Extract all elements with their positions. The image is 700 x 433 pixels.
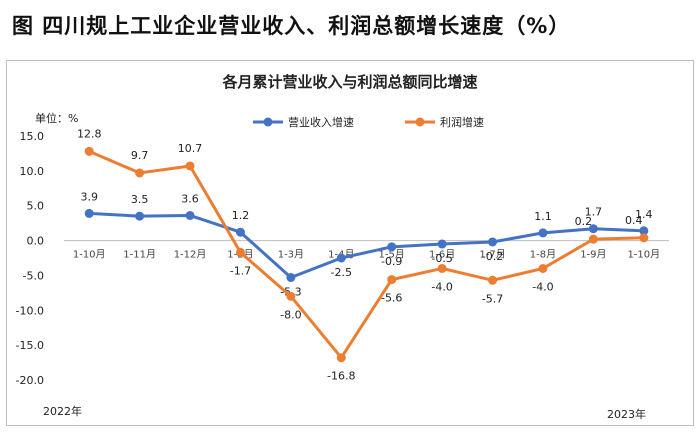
data-label: -5.7: [482, 292, 503, 305]
series-1-point: [286, 273, 296, 283]
y-tick-label: 15.0: [20, 130, 45, 143]
chart-title: 各月累计营业收入与利润总额同比增速: [221, 73, 477, 91]
series-2-point: [437, 263, 447, 273]
x-tick-label: 1-11月: [123, 249, 156, 261]
series-2-point: [639, 233, 649, 243]
data-label: -5.6: [381, 292, 402, 305]
series-2-point: [84, 146, 94, 156]
x-tick-label: 1-10月: [73, 249, 106, 261]
series-1-point: [538, 228, 548, 238]
data-label: -8.0: [280, 308, 301, 321]
legend: 营业收入增速 利润增速: [253, 115, 484, 129]
data-label: -0.9: [381, 255, 402, 268]
series-layer: 3.93.53.61.2-5.3-2.5-0.9-0.5-0.21.11.71.…: [77, 127, 653, 382]
series-2-point: [336, 353, 346, 363]
data-label: -0.5: [431, 252, 452, 265]
series-2-point: [488, 275, 498, 285]
year-label-end: 2023年: [607, 407, 646, 421]
data-label: -4.0: [431, 280, 452, 293]
legend-label-1: 营业收入增速: [288, 115, 354, 129]
chart-frame: 各月累计营业收入与利润总额同比增速 单位：% 营业收入增速 利润增速 15.0 10…: [6, 60, 694, 426]
legend-label-2: 利润增速: [440, 115, 484, 129]
series-1-point: [235, 227, 245, 237]
x-tick-label: 1-10月: [627, 249, 660, 261]
y-tick-label: -20.0: [16, 374, 44, 387]
data-label: 1.2: [232, 209, 250, 222]
data-label: 0.4: [625, 214, 643, 227]
data-label: -16.8: [327, 370, 355, 383]
data-label: -0.2: [482, 250, 503, 263]
x-tick-label: 1-7月: [479, 249, 505, 261]
unit-label: 单位：%: [35, 111, 78, 125]
x-tick-label: 1-12月: [174, 249, 207, 261]
series-1-point: [588, 224, 598, 234]
legend-marker-1: [263, 117, 273, 127]
line-chart: 各月累计营业收入与利润总额同比增速 单位：% 营业收入增速 利润增速 15.0 10…: [16, 73, 669, 421]
series-2-point: [538, 263, 548, 273]
series-1-point: [387, 242, 397, 252]
data-label: 10.7: [178, 142, 203, 155]
series-1-point: [336, 253, 346, 263]
legend-marker-2: [415, 117, 425, 127]
series-line-1: [89, 211, 644, 280]
year-label-start: 2022年: [43, 404, 82, 418]
data-label: 3.9: [80, 190, 98, 203]
x-tick-label: 1-6月: [429, 249, 455, 261]
data-label: 1.1: [534, 210, 552, 223]
data-label: 3.6: [181, 192, 199, 205]
series-2-point: [185, 161, 195, 171]
y-tick-label: -5.0: [23, 269, 44, 282]
data-label: 3.5: [131, 193, 149, 206]
y-tick-label: -10.0: [16, 304, 44, 317]
data-label: 9.7: [131, 149, 149, 162]
series-2-point: [235, 247, 245, 257]
series-1-point: [135, 211, 145, 221]
series-1-point: [639, 226, 649, 236]
series-2-point: [135, 168, 145, 178]
y-tick-label: -15.0: [16, 339, 44, 352]
series-2-point: [588, 234, 598, 244]
series-2-point: [286, 291, 296, 301]
data-label: -2.5: [331, 266, 352, 279]
series-line-2: [88, 149, 644, 360]
y-tick-label: 5.0: [27, 200, 45, 213]
x-tick-label: 1-8月: [530, 249, 556, 261]
y-tick-label: 0.0: [27, 235, 45, 248]
data-label: 12.8: [77, 127, 102, 140]
data-label: -1.7: [230, 264, 251, 277]
series-1-point: [437, 239, 447, 249]
x-tick-label: 1-5月: [379, 249, 405, 261]
series-1-point: [488, 237, 498, 247]
data-label: 1.4: [635, 208, 653, 221]
x-tick-label: 1-9月: [580, 249, 606, 261]
series-1-point: [84, 208, 94, 218]
page-title: 图 四川规上工业企业营业收入、利润总额增长速度（%）: [12, 14, 571, 38]
series-1-point: [185, 210, 195, 220]
data-label: 0.2: [575, 215, 593, 228]
y-tick-label: 10.0: [20, 165, 45, 178]
data-label: -4.0: [532, 280, 553, 293]
series-2-point: [387, 275, 397, 285]
data-label: 1.7: [585, 206, 603, 219]
x-tick-label: 1-3月: [278, 249, 304, 261]
